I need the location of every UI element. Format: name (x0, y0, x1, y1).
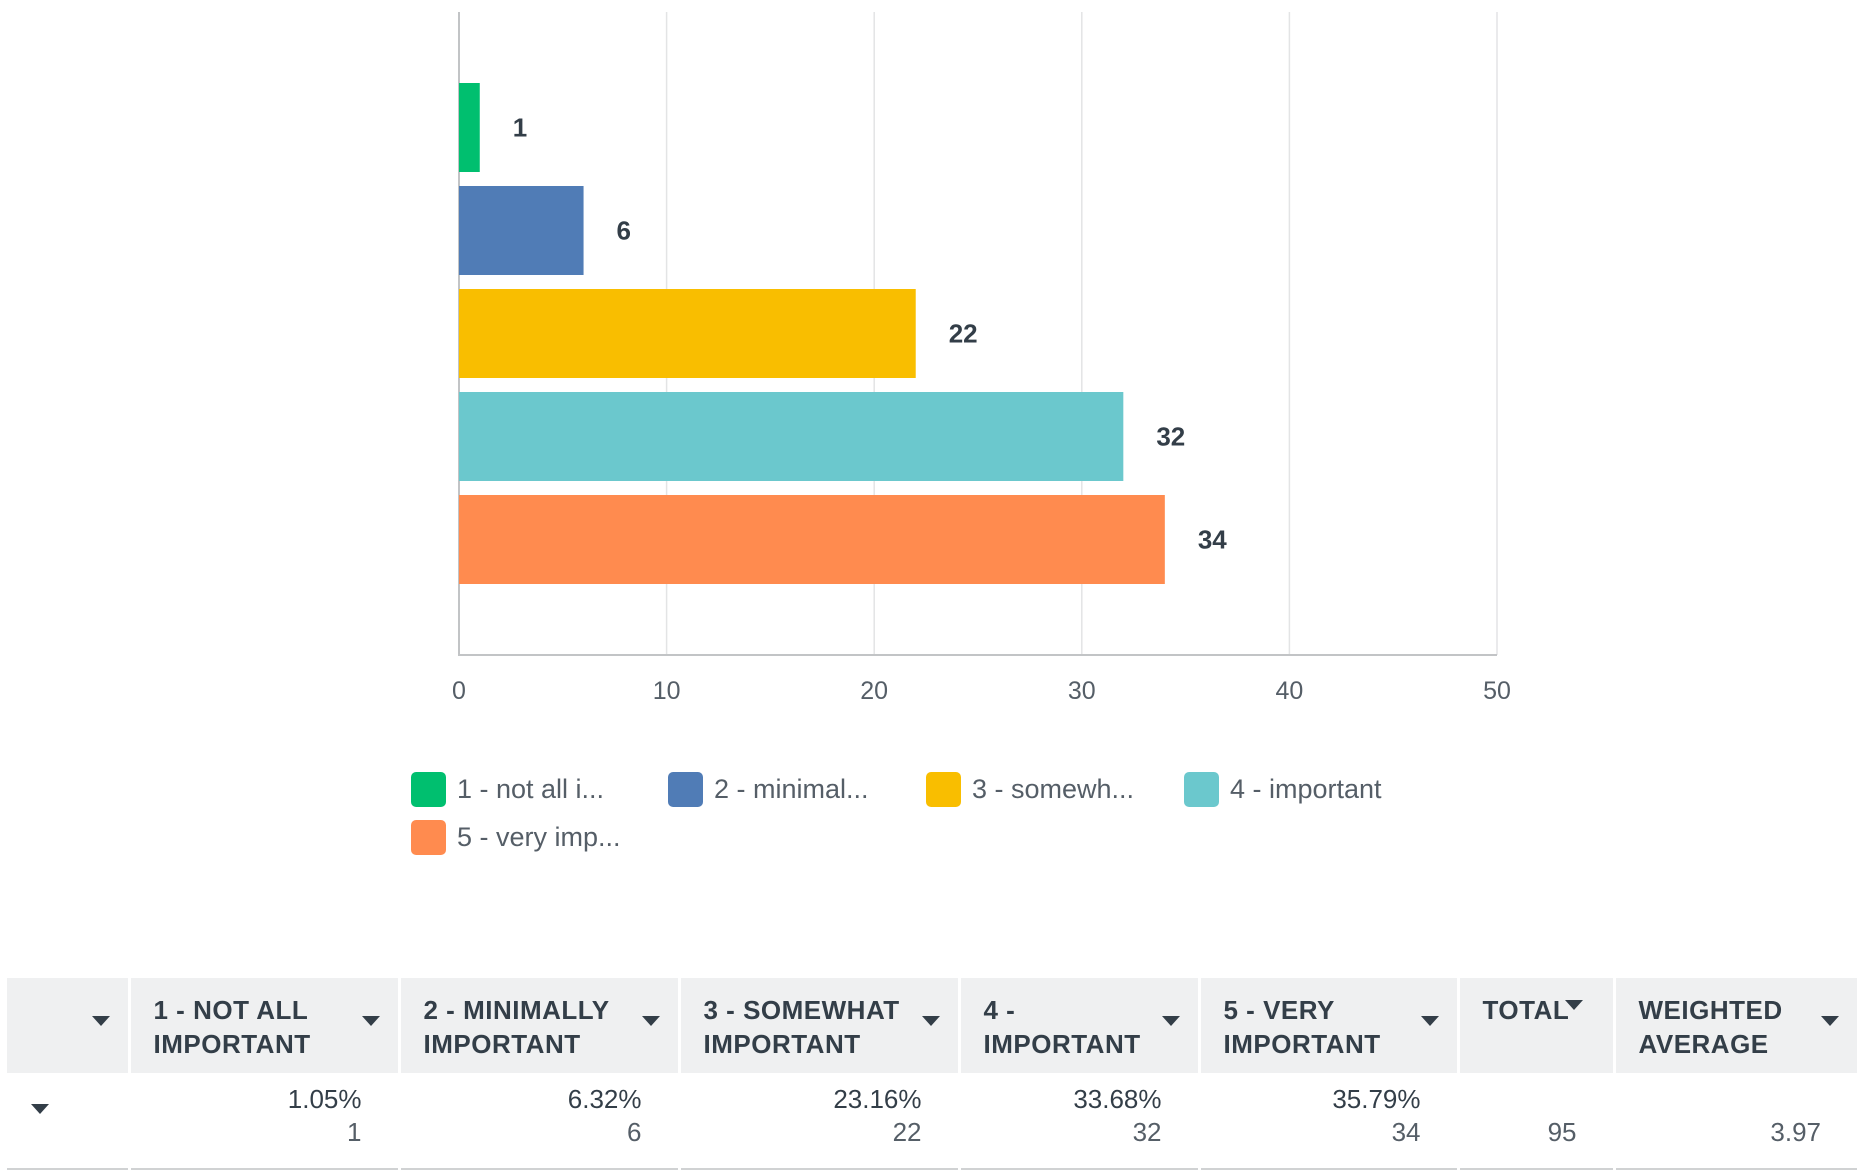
x-tick-label: 30 (1068, 677, 1096, 705)
table-header-row: 1 - NOT ALL IMPORTANT 2 - MINIMALLY IMPO… (7, 978, 1857, 1073)
legend-item[interactable]: 5 - very imp... (411, 819, 621, 855)
x-tick-label: 20 (860, 677, 888, 705)
cell-total: 95 (1458, 1073, 1616, 1170)
cell-percent: 33.68% (1073, 1084, 1162, 1114)
cell-percent: 23.16% (833, 1084, 922, 1114)
header-weighted-average[interactable]: WEIGHTED AVERAGE (1614, 978, 1857, 1073)
cell-somewhat-important: 23.16% 22 (679, 1073, 961, 1170)
data-label: 1 (513, 113, 527, 143)
legend-label: 4 - important (1230, 773, 1382, 804)
chevron-down-icon[interactable] (31, 1104, 49, 1114)
total-value: 95 (1547, 1117, 1577, 1147)
header-label: TOTAL (1482, 995, 1570, 1025)
chart-legend: 1 - not all i... 2 - minimal... 3 - somewh… (411, 771, 1461, 871)
legend-label: 2 - minimal... (714, 773, 869, 804)
legend-label: 3 - somewh... (972, 773, 1135, 804)
header-important[interactable]: 4 - IMPORTANT (959, 978, 1201, 1073)
header-label: 3 - SOMEWHAT IMPORTANT (703, 995, 900, 1059)
legend-item[interactable]: 3 - somewh... (926, 771, 1134, 807)
cell-count: 32 (1132, 1117, 1162, 1147)
cell-count: 22 (892, 1117, 922, 1147)
legend-label: 1 - not all i... (457, 773, 605, 804)
cell-count: 34 (1391, 1117, 1421, 1147)
legend-swatch (411, 771, 446, 807)
sort-caret-icon[interactable] (91, 1016, 110, 1026)
bar (459, 83, 480, 172)
sort-caret-icon[interactable] (1564, 1000, 1583, 1010)
sort-caret-icon[interactable] (1821, 1016, 1839, 1026)
cell-minimally-important: 6.32% 6 (399, 1073, 681, 1170)
legend-swatch (926, 771, 961, 807)
header-label: WEIGHTED AVERAGE (1638, 995, 1783, 1059)
x-tick-label: 0 (452, 677, 466, 705)
data-label: 22 (949, 319, 978, 349)
header-row-label[interactable] (7, 978, 131, 1073)
data-label: 32 (1156, 422, 1185, 452)
cell-count: 6 (627, 1117, 642, 1147)
sort-caret-icon[interactable] (921, 1016, 940, 1026)
x-tick-label: 50 (1483, 677, 1511, 705)
legend-swatch (668, 771, 703, 807)
cell-not-all-important: 1.05% 1 (129, 1073, 401, 1170)
legend-item[interactable]: 1 - not all i... (411, 771, 604, 807)
row-label-cell[interactable] (7, 1073, 131, 1170)
results-table: 1 - NOT ALL IMPORTANT 2 - MINIMALLY IMPO… (7, 978, 1857, 1170)
sort-caret-icon[interactable] (1420, 1016, 1439, 1026)
data-label: 34 (1198, 525, 1227, 555)
header-total[interactable]: TOTAL (1458, 978, 1616, 1073)
legend-swatch (411, 819, 446, 855)
header-label: 2 - MINIMALLY IMPORTANT (423, 995, 610, 1059)
weighted-average-value: 3.97 (1770, 1117, 1821, 1147)
cell-weighted-average: 3.97 (1614, 1073, 1857, 1170)
header-somewhat-important[interactable]: 3 - SOMEWHAT IMPORTANT (679, 978, 961, 1073)
legend-label: 5 - very imp... (457, 821, 621, 852)
bar-chart: 0 10 20 30 40 50 1 6 22 32 34 (452, 12, 1511, 705)
x-tick-label: 10 (653, 677, 681, 705)
legend-item[interactable]: 2 - minimal... (668, 771, 869, 807)
bar (459, 495, 1165, 584)
cell-important: 33.68% 32 (959, 1073, 1201, 1170)
x-tick-label: 40 (1275, 677, 1303, 705)
table-row: 1.05% 1 6.32% 6 23.16% 22 33.68% 32 35.7… (7, 1073, 1857, 1170)
bar (459, 392, 1124, 481)
header-label: 5 - VERY IMPORTANT (1223, 995, 1381, 1059)
data-label: 6 (617, 216, 631, 246)
cell-percent: 1.05% (287, 1084, 362, 1114)
header-very-important[interactable]: 5 - VERY IMPORTANT (1199, 978, 1460, 1073)
cell-percent: 35.79% (1332, 1084, 1421, 1114)
header-label: 1 - NOT ALL IMPORTANT (153, 995, 311, 1059)
sort-caret-icon[interactable] (641, 1016, 660, 1026)
cell-count: 1 (347, 1117, 362, 1147)
sort-caret-icon[interactable] (361, 1016, 380, 1026)
header-not-all-important[interactable]: 1 - NOT ALL IMPORTANT (129, 978, 401, 1073)
header-minimally-important[interactable]: 2 - MINIMALLY IMPORTANT (399, 978, 681, 1073)
bar (459, 289, 916, 378)
cell-percent: 6.32% (567, 1084, 642, 1114)
header-label: 4 - IMPORTANT (983, 995, 1141, 1059)
cell-very-important: 35.79% 34 (1199, 1073, 1460, 1170)
legend-swatch (1184, 771, 1219, 807)
sort-caret-icon[interactable] (1161, 1016, 1180, 1026)
legend-item[interactable]: 4 - important (1184, 771, 1382, 807)
header-label (30, 978, 120, 993)
bar (459, 186, 584, 275)
